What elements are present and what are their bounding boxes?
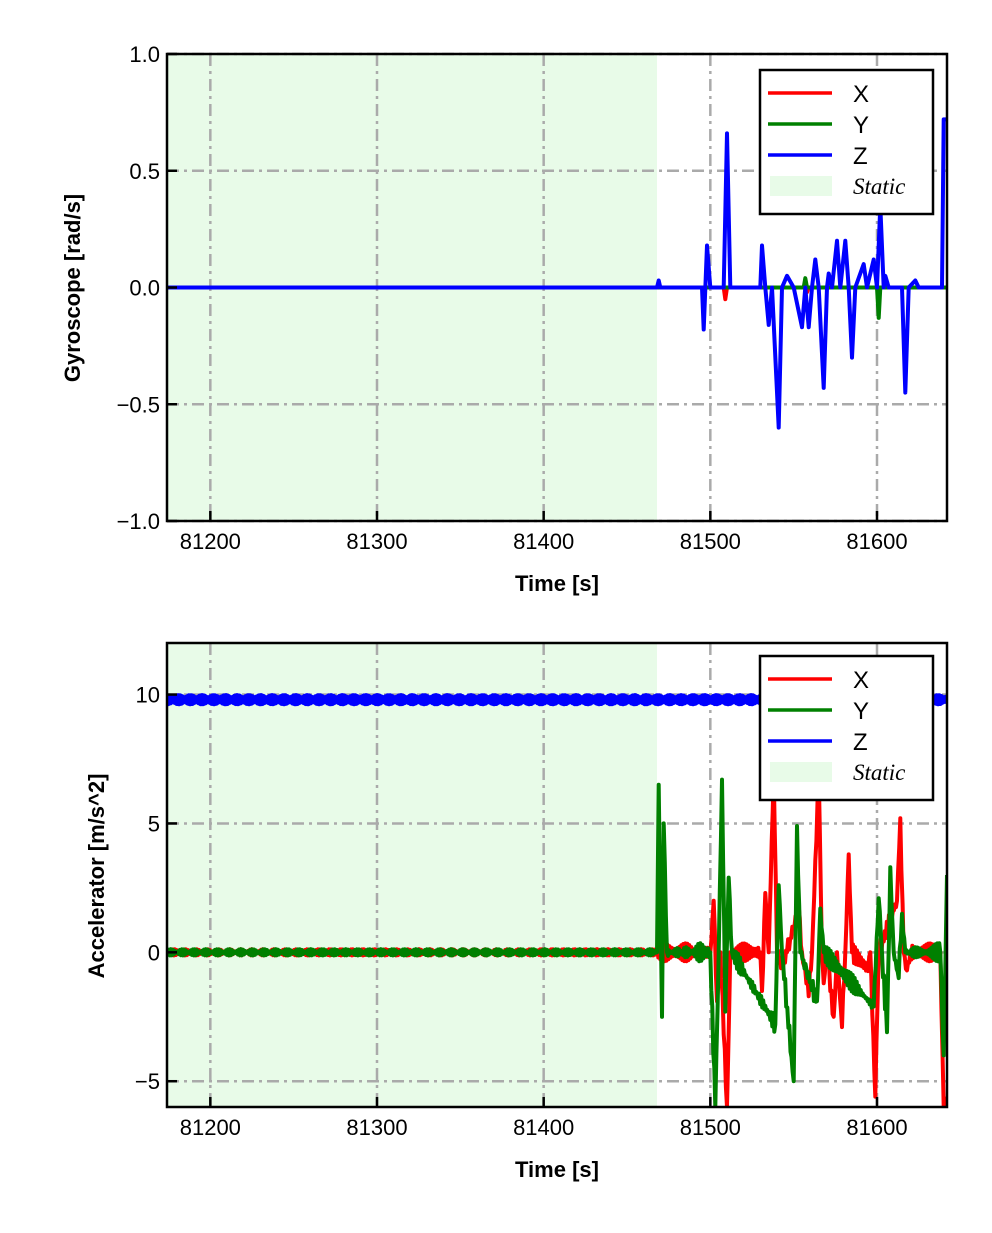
gyroscope-chart: Time [s] Gyroscope [rad/s] 81200 81300 814…: [60, 42, 949, 596]
legend-label-z: Z: [853, 143, 868, 170]
legend: XYZ Static: [758, 68, 935, 216]
x-tick-label: 81300: [346, 1115, 407, 1140]
x-tick-label: 81500: [680, 529, 741, 554]
legend-swatch-static: [770, 176, 832, 196]
y-tick-label: −0.5: [117, 392, 160, 417]
legend-label-y: Y: [853, 698, 869, 725]
static-region: [167, 643, 657, 1107]
legend-label-static: Static: [853, 174, 905, 199]
y-tick-label: 0: [148, 940, 160, 965]
y-axis-label: Gyroscope [rad/s]: [60, 194, 85, 382]
y-tick-label: −5: [135, 1069, 160, 1094]
y-tick-label: 0.5: [129, 159, 160, 184]
y-tick-label: 10: [136, 683, 160, 708]
accelerator-chart: Time [s] Accelerator [m/s^2] 81200 81300 8…: [84, 641, 949, 1182]
y-tick-label: 5: [148, 811, 160, 836]
y-tick-label: 0.0: [129, 276, 160, 301]
legend-label-y: Y: [853, 112, 869, 139]
x-tick-label: 81400: [513, 1115, 574, 1140]
axes-frame: [165, 641, 949, 1109]
legend-swatch-static: [770, 762, 832, 782]
x-tick-label: 81300: [346, 529, 407, 554]
y-tick-label: −1.0: [117, 509, 160, 534]
legend-label-z: Z: [853, 729, 868, 756]
legend-label-x: X: [853, 667, 869, 694]
legend: XYZ Static: [758, 654, 935, 802]
x-tick-label: 81500: [680, 1115, 741, 1140]
x-tick-label: 81400: [513, 529, 574, 554]
x-axis-label: Time [s]: [515, 571, 599, 596]
series-group: [167, 117, 947, 430]
legend-label-static: Static: [853, 760, 905, 785]
x-tick-label: 81200: [180, 1115, 241, 1140]
series-line-y: [167, 777, 947, 1107]
series-line-z: [167, 117, 947, 430]
x-tick-label: 81200: [180, 529, 241, 554]
y-axis-label: Accelerator [m/s^2]: [84, 774, 109, 979]
legend-label-x: X: [853, 81, 869, 108]
x-tick-label: 81600: [846, 1115, 907, 1140]
y-tick-label: 1.0: [129, 42, 160, 67]
x-axis-label: Time [s]: [515, 1157, 599, 1182]
x-tick-label: 81600: [846, 529, 907, 554]
